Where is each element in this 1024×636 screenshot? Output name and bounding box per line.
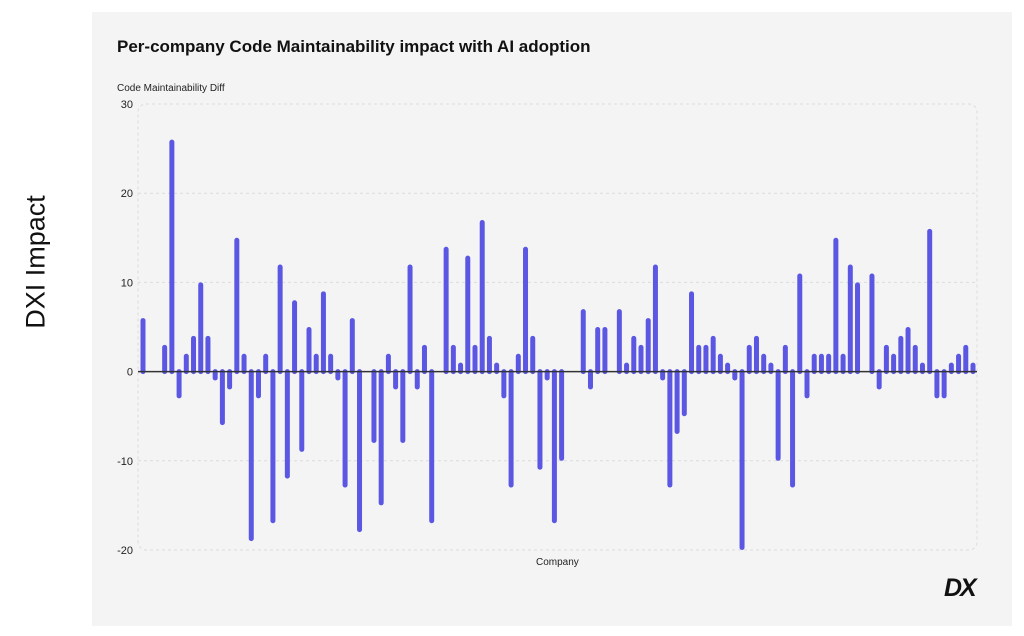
y-tick-label: -10: [117, 456, 133, 468]
y-tick-label: 20: [121, 188, 133, 200]
y-tick-label: 30: [121, 99, 133, 111]
y-tick-label: 0: [127, 367, 133, 379]
dx-logo: DX: [944, 574, 977, 602]
y-axis-label: Code Maintainability Diff: [117, 83, 225, 94]
y-tick-label: 10: [121, 277, 133, 289]
x-axis-label: Company: [536, 557, 579, 568]
chart-title: Per-company Code Maintainability impact …: [117, 37, 591, 56]
y-tick-label: -20: [117, 545, 133, 557]
plot-border: [137, 103, 978, 551]
